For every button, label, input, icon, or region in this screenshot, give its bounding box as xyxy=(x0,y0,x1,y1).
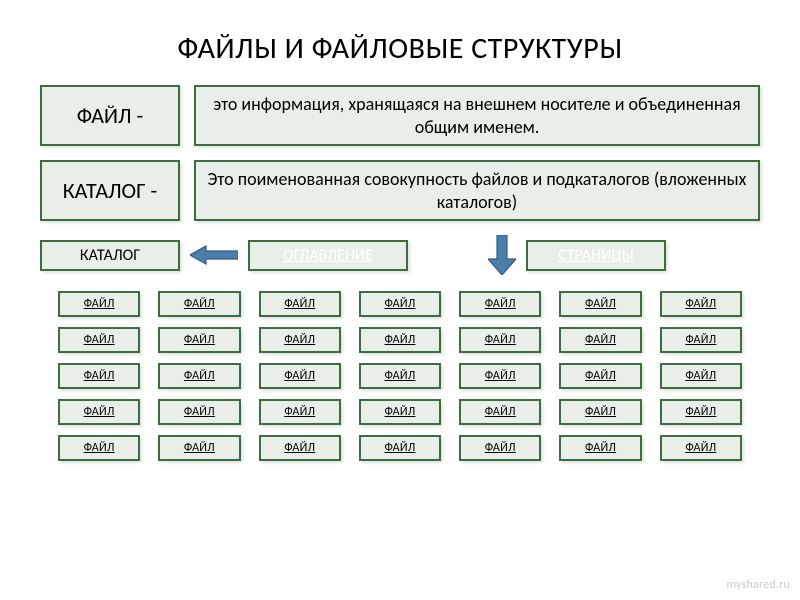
file-grid: ФАЙЛ ФАЙЛ ФАЙЛ ФАЙЛ ФАЙЛ ФАЙЛ ФАЙЛ ФАЙЛ ФАЙЛ ФАЙЛ… xyxy=(58,291,742,461)
file-cell[interactable]: ФАЙЛ xyxy=(359,327,441,353)
file-cell[interactable]: ФАЙЛ xyxy=(559,291,641,317)
page-title: ФАЙЛЫ И ФАЙЛОВЫЕ СТРУКТУРЫ xyxy=(0,0,800,85)
file-cell[interactable]: ФАЙЛ xyxy=(158,399,240,425)
arrow-down-icon xyxy=(488,235,516,275)
file-cell[interactable]: ФАЙЛ xyxy=(158,435,240,461)
definition-row-catalog: КАТАЛОГ - Это поименованная совокупность… xyxy=(0,160,800,221)
file-cell[interactable]: ФАЙЛ xyxy=(660,363,742,389)
file-cell[interactable]: ФАЙЛ xyxy=(259,399,341,425)
file-cell[interactable]: ФАЙЛ xyxy=(58,399,140,425)
file-cell[interactable]: ФАЙЛ xyxy=(559,363,641,389)
file-cell[interactable]: ФАЙЛ xyxy=(459,327,541,353)
file-cell[interactable]: ФАЙЛ xyxy=(158,291,240,317)
file-cell[interactable]: ФАЙЛ xyxy=(158,363,240,389)
desc-catalog: Это поименованная совокупность файлов и … xyxy=(194,160,760,221)
desc-file: это информация, хранящаяся на внешнем но… xyxy=(194,85,760,146)
file-cell[interactable]: ФАЙЛ xyxy=(58,363,140,389)
file-cell[interactable]: ФАЙЛ xyxy=(359,435,441,461)
file-cell[interactable]: ФАЙЛ xyxy=(259,363,341,389)
file-cell[interactable]: ФАЙЛ xyxy=(660,291,742,317)
file-cell[interactable]: ФАЙЛ xyxy=(359,399,441,425)
nav-contents[interactable]: ОГЛАВЛЕНИЕ xyxy=(248,240,408,271)
arrow-left-icon xyxy=(190,244,238,266)
file-cell[interactable]: ФАЙЛ xyxy=(58,327,140,353)
file-cell[interactable]: ФАЙЛ xyxy=(459,435,541,461)
file-cell[interactable]: ФАЙЛ xyxy=(259,327,341,353)
file-cell[interactable]: ФАЙЛ xyxy=(259,435,341,461)
file-cell[interactable]: ФАЙЛ xyxy=(459,291,541,317)
file-cell[interactable]: ФАЙЛ xyxy=(359,291,441,317)
definition-row-file: ФАЙЛ - это информация, хранящаяся на вне… xyxy=(0,85,800,146)
file-cell[interactable]: ФАЙЛ xyxy=(559,435,641,461)
file-cell[interactable]: ФАЙЛ xyxy=(459,399,541,425)
file-cell[interactable]: ФАЙЛ xyxy=(660,399,742,425)
file-cell[interactable]: ФАЙЛ xyxy=(559,327,641,353)
nav-catalog: КАТАЛОГ xyxy=(40,240,180,271)
source-watermark: myshared.ru xyxy=(727,578,790,592)
file-cell[interactable]: ФАЙЛ xyxy=(259,291,341,317)
nav-row: КАТАЛОГ ОГЛАВЛЕНИЕ СТРАНИЦЫ xyxy=(0,235,800,275)
file-cell[interactable]: ФАЙЛ xyxy=(459,363,541,389)
file-cell[interactable]: ФАЙЛ xyxy=(58,291,140,317)
file-cell[interactable]: ФАЙЛ xyxy=(359,363,441,389)
nav-pages[interactable]: СТРАНИЦЫ xyxy=(526,240,666,271)
term-catalog: КАТАЛОГ - xyxy=(40,160,180,221)
file-cell[interactable]: ФАЙЛ xyxy=(58,435,140,461)
file-cell[interactable]: ФАЙЛ xyxy=(660,327,742,353)
term-file: ФАЙЛ - xyxy=(40,85,180,146)
file-cell[interactable]: ФАЙЛ xyxy=(660,435,742,461)
file-cell[interactable]: ФАЙЛ xyxy=(158,327,240,353)
file-cell[interactable]: ФАЙЛ xyxy=(559,399,641,425)
